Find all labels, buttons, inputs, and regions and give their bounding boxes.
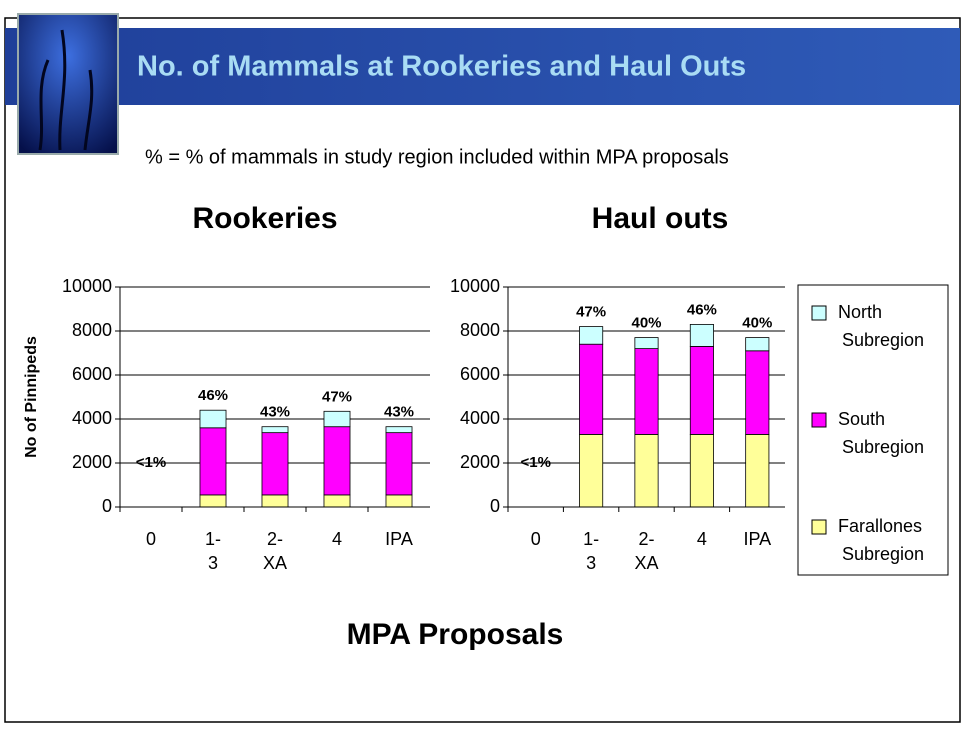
- bar-annotation: <1%: [136, 454, 166, 471]
- bar-segment: [579, 433, 604, 508]
- bar-segment: [323, 410, 351, 428]
- legend-swatch: [811, 305, 827, 321]
- y-tick-label: 4000: [72, 408, 112, 428]
- y-tick-label: 6000: [72, 364, 112, 384]
- bar-segment: [634, 337, 659, 350]
- bar-segment: [261, 426, 289, 434]
- bar-segment: [199, 427, 227, 496]
- title-bar: [5, 28, 960, 105]
- slide-title: No. of Mammals at Rookeries and Haul Out…: [137, 51, 746, 83]
- bar-segment: [634, 433, 659, 508]
- bar-segment: [199, 409, 227, 429]
- y-axis-title: No of Pinnipeds: [23, 336, 40, 458]
- legend-label: South Subregion: [838, 409, 924, 457]
- bar-annotation: 46%: [687, 301, 717, 318]
- y-tick-label: 2000: [460, 452, 500, 472]
- x-tick-label: 1-3: [583, 529, 599, 573]
- chart-title: Rookeries: [192, 202, 337, 235]
- bar-annotation: 43%: [260, 404, 290, 421]
- bar-segment: [579, 326, 604, 345]
- x-tick-label: 2-XA: [634, 529, 658, 573]
- slide-frame: [4, 17, 961, 723]
- y-tick-label: 0: [102, 496, 112, 516]
- bar-annotation: 47%: [322, 388, 352, 405]
- bar-segment: [385, 432, 413, 496]
- bar-segment: [689, 323, 714, 347]
- y-tick-label: 2000: [72, 452, 112, 472]
- legend-swatch: [811, 412, 827, 428]
- bar-annotation: 47%: [576, 304, 606, 321]
- title-image: [17, 13, 119, 155]
- y-tick-label: 8000: [72, 320, 112, 340]
- legend-label: North Subregion: [838, 302, 924, 350]
- bar-segment: [199, 494, 227, 508]
- bar-annotation: 40%: [742, 315, 772, 332]
- x-axis-title: MPA Proposals: [347, 618, 564, 651]
- x-tick-label: 0: [531, 529, 541, 549]
- y-tick-label: 10000: [450, 276, 500, 296]
- tree-silhouette: [38, 29, 94, 151]
- y-tick-label: 10000: [62, 276, 112, 296]
- bar-segment: [745, 337, 770, 352]
- y-tick-label: 8000: [460, 320, 500, 340]
- bar-segment: [745, 433, 770, 508]
- x-tick-label: IPA: [385, 529, 413, 549]
- bar-annotation: 46%: [198, 387, 228, 404]
- bar-segment: [579, 343, 604, 435]
- bar-segment: [261, 432, 289, 496]
- bar-segment: [261, 494, 289, 508]
- x-tick-label: 0: [146, 529, 156, 549]
- bar-segment: [385, 494, 413, 508]
- x-tick-label: 1-3: [205, 529, 221, 573]
- subtitle: % = % of mammals in study region include…: [145, 146, 729, 168]
- bar-segment: [689, 345, 714, 435]
- legend-swatch: [811, 519, 827, 535]
- bar-segment: [689, 433, 714, 508]
- x-tick-label: 2-XA: [263, 529, 287, 573]
- x-tick-label: IPA: [743, 529, 771, 549]
- bar-annotation: 40%: [631, 315, 661, 332]
- bar-segment: [745, 350, 770, 435]
- y-tick-label: 0: [490, 496, 500, 516]
- bar-segment: [634, 348, 659, 435]
- x-tick-label: 4: [697, 529, 707, 549]
- chart-title: Haul outs: [592, 202, 729, 235]
- bar-segment: [323, 426, 351, 496]
- bar-annotation: <1%: [520, 454, 550, 471]
- x-tick-label: 4: [332, 529, 342, 549]
- bar-annotation: 43%: [384, 404, 414, 421]
- y-tick-label: 4000: [460, 408, 500, 428]
- y-tick-label: 6000: [460, 364, 500, 384]
- bar-segment: [385, 426, 413, 434]
- legend-label: Farallones Subregion: [838, 516, 927, 564]
- bar-segment: [323, 494, 351, 508]
